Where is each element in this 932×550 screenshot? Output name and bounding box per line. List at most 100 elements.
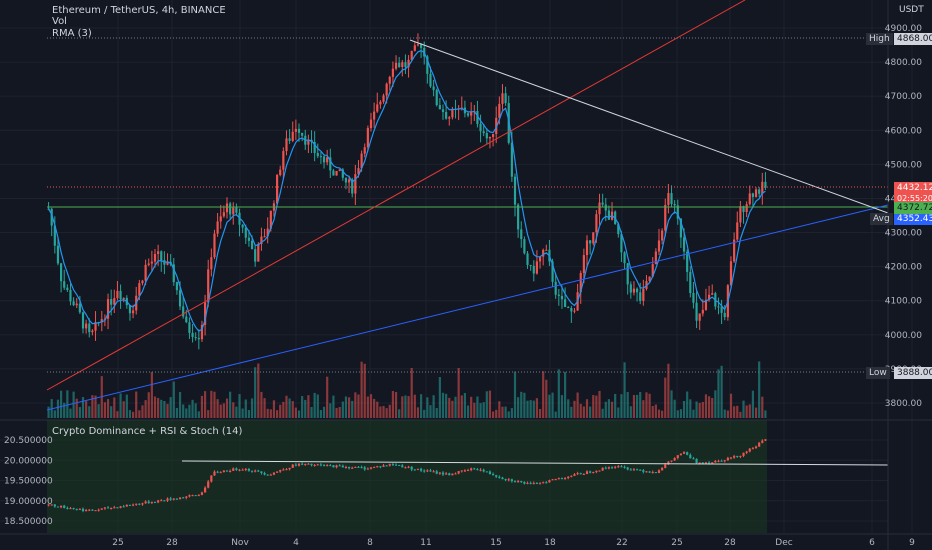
indicator-tick-label: 20.500000	[4, 436, 53, 446]
candle-body	[307, 139, 310, 145]
indicator-body	[294, 464, 297, 466]
indicator-body	[542, 482, 545, 484]
indicator-body	[213, 471, 216, 476]
volume-bar	[160, 399, 163, 418]
indicator-body	[207, 481, 210, 488]
volume-bar	[748, 404, 751, 418]
candle-body	[122, 297, 125, 299]
volume-bar	[53, 410, 56, 418]
symbol-title[interactable]: Ethereum / TetherUS, 4h, BINANCE	[52, 5, 226, 16]
indicator-background	[47, 420, 767, 533]
indicator-body	[717, 460, 720, 462]
candle-body	[394, 62, 398, 69]
indicator-body	[673, 457, 676, 461]
indicator-body	[194, 495, 197, 497]
indicator-body	[639, 469, 642, 471]
indicator-body	[679, 453, 683, 456]
candle-body	[131, 310, 135, 314]
candle-body	[551, 261, 554, 282]
volume-legend[interactable]: Vol	[52, 16, 67, 27]
volume-bar	[520, 391, 523, 418]
indicator-body	[438, 472, 441, 474]
volume-bar	[476, 396, 479, 418]
indicator-body	[172, 498, 175, 500]
volume-bar	[733, 406, 736, 418]
indicator-body	[466, 470, 470, 472]
indicator-body	[97, 509, 100, 511]
indicator-body	[241, 469, 244, 471]
volume-bar	[457, 367, 460, 418]
avg-label: Avg	[870, 213, 893, 225]
price-tick-label: 4700.00	[885, 92, 922, 102]
candle-body	[285, 138, 288, 152]
candle-body	[401, 62, 404, 68]
volume-bar	[150, 371, 153, 418]
volume-bar	[695, 401, 698, 418]
indicator-body	[720, 460, 723, 462]
indicator-body	[626, 467, 629, 470]
currency-label[interactable]: USDT	[899, 5, 924, 15]
volume-bar	[329, 403, 332, 418]
time-axis[interactable]: 25 28 Nov 4 8 11 15 18 22 25 28 Dec 6 9	[112, 538, 915, 548]
volume-bar	[513, 371, 517, 418]
candle-body	[739, 206, 742, 223]
volume-bar	[607, 399, 611, 418]
rma-legend[interactable]: RMA (3)	[52, 28, 92, 39]
volume-bar	[670, 390, 673, 418]
indicator-body	[441, 472, 445, 475]
candle-body	[210, 257, 213, 270]
candle-body	[445, 111, 448, 119]
indicator-body	[191, 495, 194, 497]
candle-body	[742, 206, 745, 213]
indicator-body	[604, 467, 607, 469]
candle-body	[404, 62, 407, 68]
indicator-body	[116, 507, 119, 509]
indicator-body	[394, 464, 398, 466]
volume-bar	[448, 397, 451, 418]
candle-body	[341, 169, 344, 178]
volume-bar	[175, 407, 179, 418]
volume-bar	[764, 410, 767, 418]
indicator-body	[451, 473, 454, 476]
candle-body	[623, 252, 626, 264]
volume-bar	[742, 400, 745, 418]
volume-bar	[488, 390, 492, 418]
indicator-body	[764, 439, 767, 441]
indicator-tick-label: 19.500000	[4, 477, 53, 487]
candle-body	[388, 76, 391, 84]
indicator-body	[200, 492, 204, 495]
indicator-body	[163, 500, 166, 502]
indicator-body	[188, 495, 191, 497]
candle-body	[723, 312, 726, 318]
indicator-body	[113, 507, 116, 509]
indicator-title[interactable]: Crypto Dominance + RSI & Stoch (14)	[52, 426, 243, 437]
candle-body	[598, 202, 601, 215]
candle-body	[241, 224, 244, 228]
indicator-body	[651, 472, 654, 474]
indicator-body	[567, 476, 570, 479]
volume-bar	[704, 394, 708, 418]
candle-body	[604, 204, 607, 211]
indicator-body	[661, 467, 664, 471]
candle-body	[698, 313, 701, 321]
indicator-body	[407, 466, 410, 468]
indicator-body	[197, 494, 200, 496]
indicator-axis[interactable]: 18.500000 19.000000 19.500000 20.000000 20.5…	[4, 436, 53, 527]
indicator-body	[729, 457, 733, 459]
candle-body	[128, 305, 132, 314]
volume-bar	[404, 395, 407, 418]
volume-bar	[75, 398, 78, 418]
candle-body	[50, 208, 53, 226]
green-level-badge: 4372.72	[894, 202, 932, 214]
volume-bar	[141, 405, 144, 418]
indicator-body	[219, 472, 222, 474]
candle-body	[504, 93, 507, 104]
high-value-badge: 4868.00	[894, 33, 932, 45]
volume-bar	[169, 397, 172, 418]
candle-body	[157, 251, 160, 255]
candle-body	[733, 239, 736, 262]
volume-bar	[535, 398, 539, 418]
indicator-body	[507, 479, 510, 481]
candle-body	[448, 117, 451, 119]
indicator-body	[225, 470, 229, 472]
